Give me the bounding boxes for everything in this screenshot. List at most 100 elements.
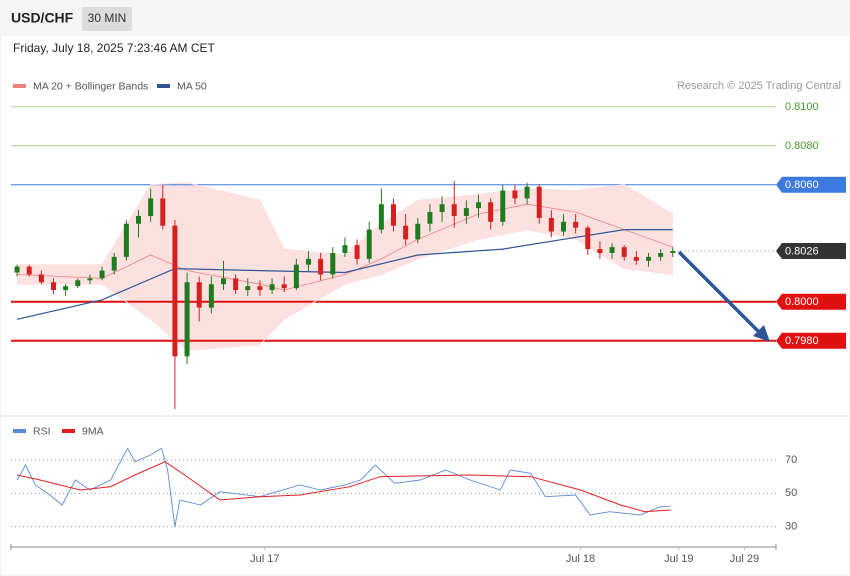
bollinger-band	[17, 182, 673, 351]
candle-body	[427, 212, 433, 224]
level-tag	[776, 243, 846, 260]
level-tag	[776, 332, 846, 349]
attribution: Research © 2025 Trading Central	[677, 80, 841, 92]
candle-body	[306, 258, 311, 265]
candle-body	[488, 202, 494, 222]
bollinger-lower	[17, 229, 673, 352]
candle-body	[633, 256, 639, 261]
candle-body	[160, 198, 166, 226]
candle-body	[463, 208, 469, 216]
level-label: 0.8080	[785, 140, 819, 152]
candle-body	[318, 258, 324, 275]
bollinger-upper	[17, 182, 674, 266]
x-tick-label: Jul 18	[566, 553, 595, 565]
legend-swatch	[62, 429, 75, 433]
candle-body	[476, 202, 481, 209]
candle-body	[548, 217, 554, 232]
candle-body	[38, 274, 44, 283]
symbol: USD/CHF	[11, 10, 74, 26]
candle-body	[621, 247, 627, 257]
candle-body	[646, 256, 651, 261]
candle-body	[378, 204, 384, 230]
candle-body	[111, 256, 117, 271]
candle-body	[26, 266, 32, 275]
candle-body	[172, 225, 178, 357]
candle-body	[609, 247, 615, 253]
datetime: Friday, July 18, 2025 7:23:46 AM CET	[13, 41, 216, 55]
candle-body	[14, 266, 20, 273]
candle-body	[512, 190, 518, 199]
candle-body	[585, 227, 591, 250]
legend-swatch	[13, 429, 26, 433]
candle-body	[136, 215, 141, 224]
moving-average	[16, 229, 673, 320]
y-tick-label: 50	[785, 487, 797, 499]
level-label: 0.7980	[785, 335, 819, 347]
candle-body	[233, 278, 239, 291]
candle-body	[451, 204, 457, 216]
candle-body	[354, 245, 360, 259]
level-label: 0.8026	[785, 245, 819, 257]
candle-body	[536, 186, 542, 218]
level-tag	[776, 176, 846, 193]
candle-body	[221, 278, 226, 285]
candle-body	[524, 186, 530, 199]
legend-swatch	[157, 84, 170, 88]
level-label: 0.8000	[785, 296, 819, 308]
candle-body	[87, 278, 93, 281]
candle-body	[184, 282, 190, 357]
arrow-shaft	[677, 250, 762, 335]
x-tick-label: Jul 29	[730, 553, 759, 565]
candle-body	[75, 280, 81, 287]
candle-body	[415, 223, 421, 240]
candle-body	[293, 264, 299, 289]
interval-button[interactable]	[82, 7, 132, 31]
candle-body	[330, 253, 336, 275]
candle-body	[342, 245, 348, 253]
candle-body	[99, 270, 105, 279]
candle-body	[597, 249, 603, 253]
candle-body	[658, 253, 664, 257]
indicator-line	[16, 461, 671, 513]
candle-body	[51, 282, 56, 291]
candle-body	[561, 221, 566, 232]
level-label: 0.8060	[785, 179, 819, 191]
legend-label: 9MA	[82, 425, 104, 437]
arrow-head	[753, 325, 770, 342]
level-label: 0.8100	[785, 101, 819, 113]
plot-layers: 0.8100 0.8080 0.8060 0.8026 0.8000 0.7980 MA 2…	[10, 80, 846, 565]
y-tick-label: 30	[785, 521, 797, 533]
legend-label: RSI	[33, 425, 51, 437]
candle-body	[439, 204, 445, 213]
candle-body	[403, 225, 409, 240]
candle-body	[269, 284, 275, 291]
legend-label: MA 20 + Bollinger Bands	[33, 80, 148, 92]
candle-body	[391, 204, 396, 226]
header-bar	[0, 0, 850, 36]
x-tick-label: Jul 17	[250, 553, 279, 565]
candle-body	[281, 284, 287, 289]
candle-body	[148, 198, 154, 216]
candle-body	[670, 251, 676, 253]
candle-body	[573, 221, 579, 228]
level-tag	[776, 293, 846, 310]
candle-body	[208, 284, 214, 308]
candle-body	[500, 190, 506, 222]
candle-body	[245, 286, 251, 291]
candle-body	[257, 286, 263, 291]
forecast-arrow	[677, 250, 770, 342]
candle-body	[366, 229, 372, 259]
x-tick-label: Jul 19	[664, 553, 693, 565]
candle-body	[63, 286, 69, 291]
candle-body	[123, 223, 129, 257]
legend-swatch	[13, 84, 26, 88]
indicator-line	[16, 447, 671, 527]
y-tick-label: 70	[785, 454, 797, 466]
interval-label[interactable]: 30 MIN	[88, 11, 127, 25]
moving-average	[17, 203, 673, 291]
legend-label: MA 50	[177, 80, 207, 92]
candle-body	[196, 282, 202, 308]
